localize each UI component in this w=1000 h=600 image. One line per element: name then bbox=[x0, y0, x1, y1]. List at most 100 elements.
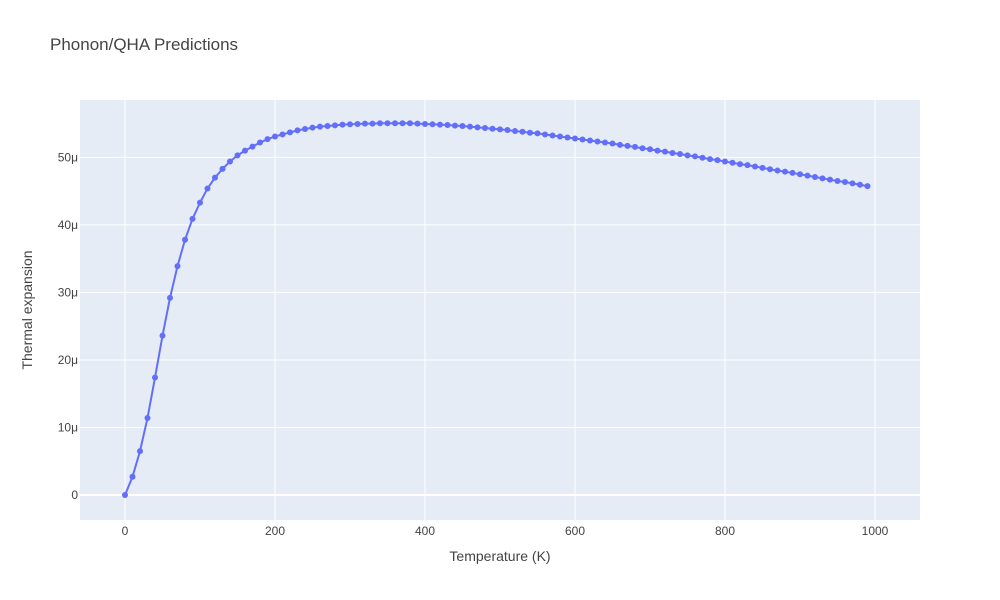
data-point bbox=[317, 123, 323, 130]
data-point bbox=[804, 172, 811, 179]
data-point bbox=[707, 156, 713, 163]
data-point bbox=[759, 164, 766, 171]
x-tick-label: 200 bbox=[265, 524, 285, 538]
y-tick-label: 20μ bbox=[58, 353, 78, 367]
data-point bbox=[737, 161, 743, 168]
x-axis-title: Temperature (K) bbox=[449, 548, 550, 564]
data-point bbox=[797, 171, 803, 178]
x-axis-ticks: 0 200 400 600 800 1000 bbox=[122, 524, 889, 538]
data-point bbox=[692, 153, 698, 160]
data-point bbox=[272, 133, 278, 140]
data-point bbox=[549, 132, 556, 139]
data-point bbox=[594, 138, 601, 145]
data-point bbox=[834, 178, 841, 185]
data-point bbox=[377, 120, 383, 127]
data-point bbox=[129, 473, 136, 480]
data-point bbox=[864, 183, 871, 190]
y-tick-label: 10μ bbox=[58, 420, 78, 434]
plot-area[interactable] bbox=[80, 100, 920, 520]
data-point bbox=[294, 127, 301, 134]
data-point bbox=[632, 143, 638, 150]
data-point bbox=[512, 128, 518, 135]
data-point bbox=[482, 125, 488, 132]
y-tick-label: 30μ bbox=[58, 285, 78, 299]
y-axis-title: Thermal expansion bbox=[19, 250, 35, 369]
data-point bbox=[819, 175, 826, 182]
series-line bbox=[124, 122, 868, 496]
data-point bbox=[857, 181, 863, 188]
data-point bbox=[624, 142, 631, 149]
y-tick-label: 40μ bbox=[58, 218, 78, 232]
data-point bbox=[849, 180, 856, 187]
grid-lines bbox=[80, 100, 920, 520]
data-point bbox=[287, 129, 293, 136]
data-point bbox=[587, 137, 593, 144]
data-point bbox=[332, 122, 338, 129]
series-layer bbox=[122, 120, 871, 499]
data-point bbox=[362, 120, 368, 127]
data-point bbox=[489, 125, 496, 132]
data-point bbox=[384, 120, 391, 127]
data-point bbox=[242, 147, 248, 154]
data-point bbox=[579, 136, 586, 143]
data-point bbox=[542, 131, 548, 138]
data-point bbox=[677, 151, 683, 158]
data-point bbox=[174, 263, 181, 270]
data-point bbox=[467, 123, 473, 130]
data-point bbox=[279, 131, 286, 138]
data-point bbox=[572, 135, 578, 142]
data-point bbox=[197, 199, 203, 206]
data-point bbox=[504, 127, 511, 134]
data-point bbox=[639, 145, 646, 152]
data-point bbox=[564, 134, 571, 141]
data-point bbox=[662, 148, 668, 155]
data-point bbox=[309, 124, 316, 131]
data-point bbox=[189, 215, 196, 222]
data-point bbox=[182, 236, 188, 243]
x-tick-label: 0 bbox=[122, 524, 129, 538]
data-point bbox=[519, 128, 526, 135]
data-point bbox=[654, 147, 661, 154]
x-tick-label: 400 bbox=[415, 524, 435, 538]
y-tick-label: 0 bbox=[71, 488, 78, 502]
data-point bbox=[339, 121, 346, 128]
data-point bbox=[602, 139, 608, 146]
data-point bbox=[497, 126, 503, 133]
data-point bbox=[144, 415, 151, 422]
data-point bbox=[399, 120, 406, 127]
data-point bbox=[767, 166, 773, 173]
data-point bbox=[669, 150, 676, 157]
chart-title: Phonon/QHA Predictions bbox=[50, 35, 238, 54]
x-tick-label: 800 bbox=[715, 524, 735, 538]
data-point bbox=[744, 162, 751, 169]
data-point bbox=[347, 121, 353, 128]
data-point bbox=[257, 139, 263, 146]
data-point bbox=[234, 152, 241, 159]
data-point bbox=[534, 130, 541, 137]
data-point bbox=[684, 152, 691, 159]
data-point bbox=[474, 124, 481, 131]
data-point bbox=[782, 168, 788, 175]
data-point bbox=[609, 140, 616, 147]
data-point bbox=[122, 492, 128, 499]
data-point bbox=[459, 123, 466, 129]
data-point bbox=[159, 332, 166, 339]
data-point bbox=[812, 173, 818, 180]
x-tick-label: 1000 bbox=[862, 524, 889, 538]
data-point bbox=[557, 133, 563, 140]
data-point bbox=[699, 154, 706, 161]
data-point bbox=[827, 176, 833, 183]
data-point bbox=[452, 122, 458, 129]
y-axis-ticks: 0 10μ 20μ 30μ 40μ 50μ bbox=[58, 150, 79, 502]
data-point bbox=[789, 169, 796, 176]
data-point bbox=[422, 120, 428, 127]
data-point bbox=[212, 174, 218, 181]
data-point bbox=[354, 120, 361, 127]
data-point bbox=[752, 163, 758, 170]
data-point bbox=[152, 374, 158, 381]
data-point bbox=[204, 185, 211, 192]
y-tick-label: 50μ bbox=[58, 150, 78, 164]
data-point bbox=[264, 136, 271, 143]
x-tick-label: 600 bbox=[565, 524, 585, 538]
